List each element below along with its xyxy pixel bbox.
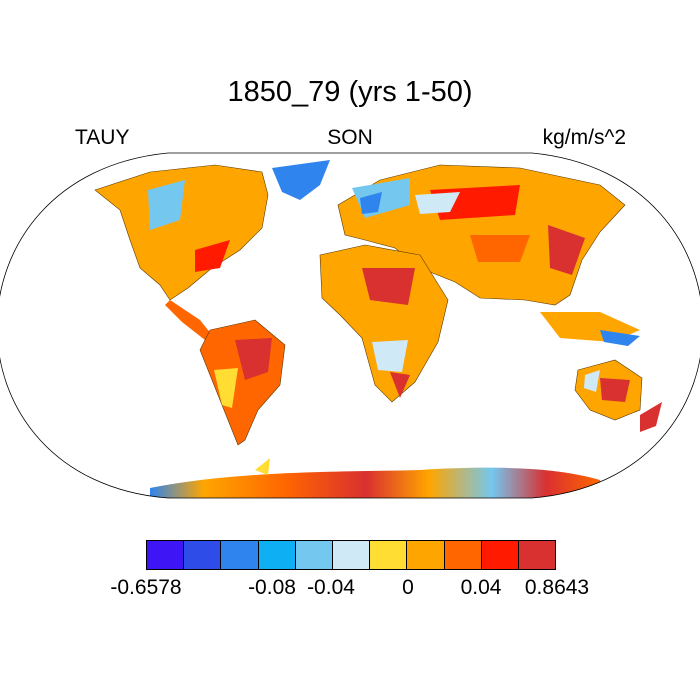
- colorbar-tick-label: 0.04: [460, 576, 502, 599]
- colorbar-tick-label: -0.08: [248, 576, 296, 599]
- colorbar-tick-label: 0.8643: [524, 576, 590, 599]
- colorbar-swatch: [407, 541, 445, 569]
- units-label: kg/m/s^2: [542, 126, 626, 149]
- colorbar-swatch: [370, 541, 408, 569]
- landmass-africa: [319, 244, 449, 403]
- colorbar-swatch: [332, 541, 371, 569]
- colorbar-swatch: [147, 541, 185, 569]
- colorbar-swatch: [518, 541, 556, 569]
- map-title: 1850_79 (yrs 1-50): [227, 76, 473, 108]
- colorbar-tick-label: -0.04: [307, 576, 355, 599]
- colorbar-swatch: [481, 541, 519, 569]
- colorbar-swatch: [221, 541, 259, 569]
- colorbar-swatch: [295, 541, 333, 569]
- colorbar-swatch: [184, 541, 222, 569]
- colorbar-tick-label: -0.6578: [110, 576, 182, 599]
- landmass-antarctica: [150, 467, 600, 498]
- colorbar-swatch: [444, 541, 482, 569]
- season-label: SON: [327, 126, 373, 149]
- landmass-greenland: [272, 160, 330, 200]
- colorbar: [146, 540, 556, 570]
- colorbar-tick-label: 0: [402, 576, 414, 599]
- landmass-central-america: [165, 300, 212, 340]
- landmass-south-america: [199, 319, 286, 446]
- colorbar-swatch: [258, 541, 296, 569]
- variable-label: TAUY: [75, 126, 130, 149]
- globe-outline: [0, 152, 700, 499]
